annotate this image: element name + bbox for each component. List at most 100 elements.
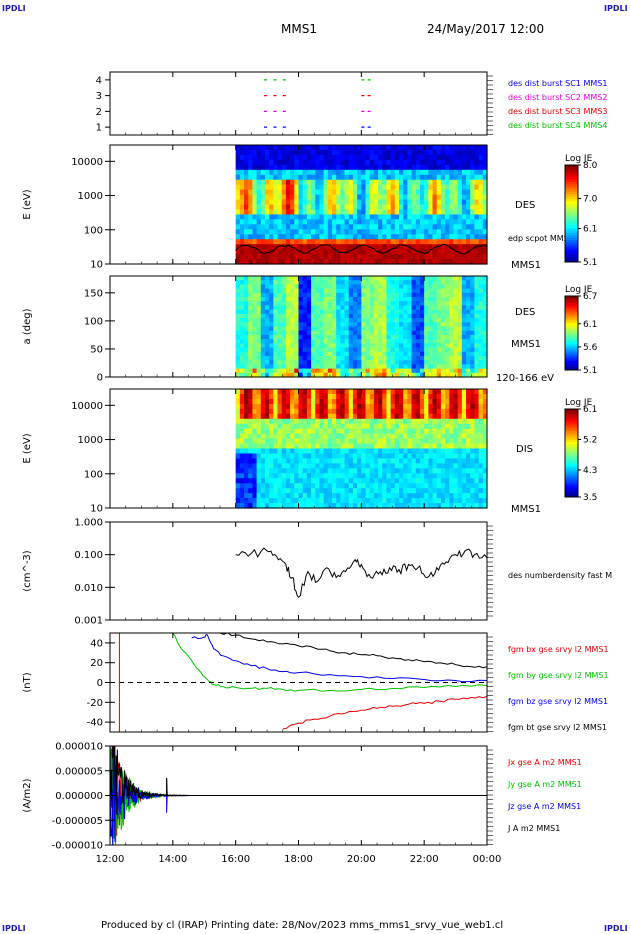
heatmap-cell (306, 478, 312, 484)
heatmap-cell (319, 284, 325, 290)
heatmap-cell (264, 326, 270, 332)
heatmap-cell (269, 164, 274, 171)
heatmap-cell (424, 389, 429, 395)
heatmap-cell (290, 330, 295, 336)
heatmap-cell (281, 355, 287, 361)
heatmap-cell (319, 179, 325, 186)
heatmap-cell (244, 448, 249, 455)
heatmap-cell (315, 398, 321, 405)
heatmap-cell (474, 389, 480, 395)
heatmap-cell (482, 318, 488, 323)
heatmap-cell (461, 229, 467, 235)
heatmap-cell (411, 433, 417, 440)
heatmap-cell (453, 438, 459, 445)
heatmap-cell (453, 239, 459, 245)
heatmap-cell (340, 169, 346, 176)
heatmap-cell (277, 159, 283, 166)
heatmap-cell (445, 438, 450, 445)
heatmap-cell (407, 418, 413, 425)
heatmap-cell (478, 219, 484, 225)
heatmap-cell (361, 229, 367, 235)
heatmap-cell (419, 433, 425, 440)
heatmap-cell (357, 364, 362, 370)
heatmap-cell (248, 234, 254, 240)
heatmap-cell (382, 448, 388, 455)
heatmap-cell (252, 297, 258, 302)
heatmap-cell (344, 318, 350, 323)
heatmap-cell (457, 355, 463, 361)
heatmap-cell (394, 483, 400, 489)
heatmap-cell (361, 244, 367, 250)
heatmap-cell (445, 174, 450, 181)
heatmap-cell (415, 463, 421, 469)
heatmap-cell (352, 204, 358, 211)
colorbar-cell (565, 318, 578, 321)
heatmap-cell (340, 403, 346, 410)
heatmap-cell (449, 219, 455, 225)
burst-tick-label: 3 (96, 91, 102, 102)
heatmap-cell (386, 453, 392, 460)
heatmap-cell (399, 398, 404, 405)
heatmap-cell (470, 309, 476, 315)
heatmap-cell (323, 292, 329, 298)
heatmap-cell (482, 145, 488, 151)
heatmap-cell (478, 189, 484, 196)
heatmap-cell (424, 355, 429, 361)
heatmap-cell (474, 179, 480, 186)
heatmap-cell (411, 364, 417, 370)
heatmap-cell (470, 179, 476, 186)
heatmap-cell (478, 234, 484, 240)
heatmap-cell (411, 288, 417, 294)
heatmap-cell (348, 244, 354, 250)
heatmap-cell (290, 443, 295, 450)
heatmap-cell (445, 164, 450, 171)
heatmap-cell (269, 169, 274, 176)
heatmap-cell (386, 413, 392, 420)
heatmap-cell (449, 347, 455, 353)
heatmap-cell (470, 194, 476, 201)
heatmap-cell (474, 448, 480, 455)
heatmap-cell (407, 249, 413, 255)
heatmap-cell (461, 503, 467, 509)
fgm-series-line (172, 633, 487, 692)
heatmap-cell (457, 473, 463, 479)
heatmap-cell (298, 478, 304, 484)
heatmap-cell (415, 423, 421, 430)
heatmap-cell (378, 214, 383, 220)
heatmap-cell (403, 184, 409, 191)
des-pitch-energy-label: 120-166 eV (496, 373, 554, 384)
heatmap-cell (277, 292, 283, 298)
heatmap-cell (244, 468, 249, 474)
heatmap-cell (327, 154, 333, 161)
heatmap-cell (445, 398, 450, 405)
heatmap-cell (244, 483, 249, 489)
heatmap-cell (466, 347, 471, 353)
heatmap-cell (369, 288, 375, 294)
fgm-series-line (219, 633, 487, 669)
heatmap-cell (273, 347, 279, 353)
heatmap-cell (449, 244, 455, 250)
heatmap-cell (373, 398, 379, 405)
heatmap-cell (482, 239, 488, 245)
heatmap-cell (285, 503, 291, 509)
heatmap-cell (302, 284, 308, 290)
heatmap-cell (327, 301, 333, 307)
heatmap-cell (352, 145, 358, 151)
heatmap-cell (361, 145, 367, 151)
heatmap-cell (260, 159, 266, 166)
heatmap-cell (407, 330, 413, 336)
heatmap-cell (357, 244, 362, 250)
heatmap-cell (399, 174, 404, 181)
heatmap-cell (470, 318, 476, 323)
heatmap-cell (407, 478, 413, 484)
heatmap-cell (352, 389, 358, 395)
heatmap-cell (277, 413, 283, 420)
heatmap-cell (478, 229, 484, 235)
heatmap-cell (269, 305, 274, 311)
heatmap-cell (386, 254, 392, 260)
heatmap-cell (482, 309, 488, 315)
heatmap-cell (474, 189, 480, 196)
heatmap-cell (445, 364, 450, 370)
heatmap-cell (424, 292, 429, 298)
heatmap-cell (407, 326, 413, 332)
